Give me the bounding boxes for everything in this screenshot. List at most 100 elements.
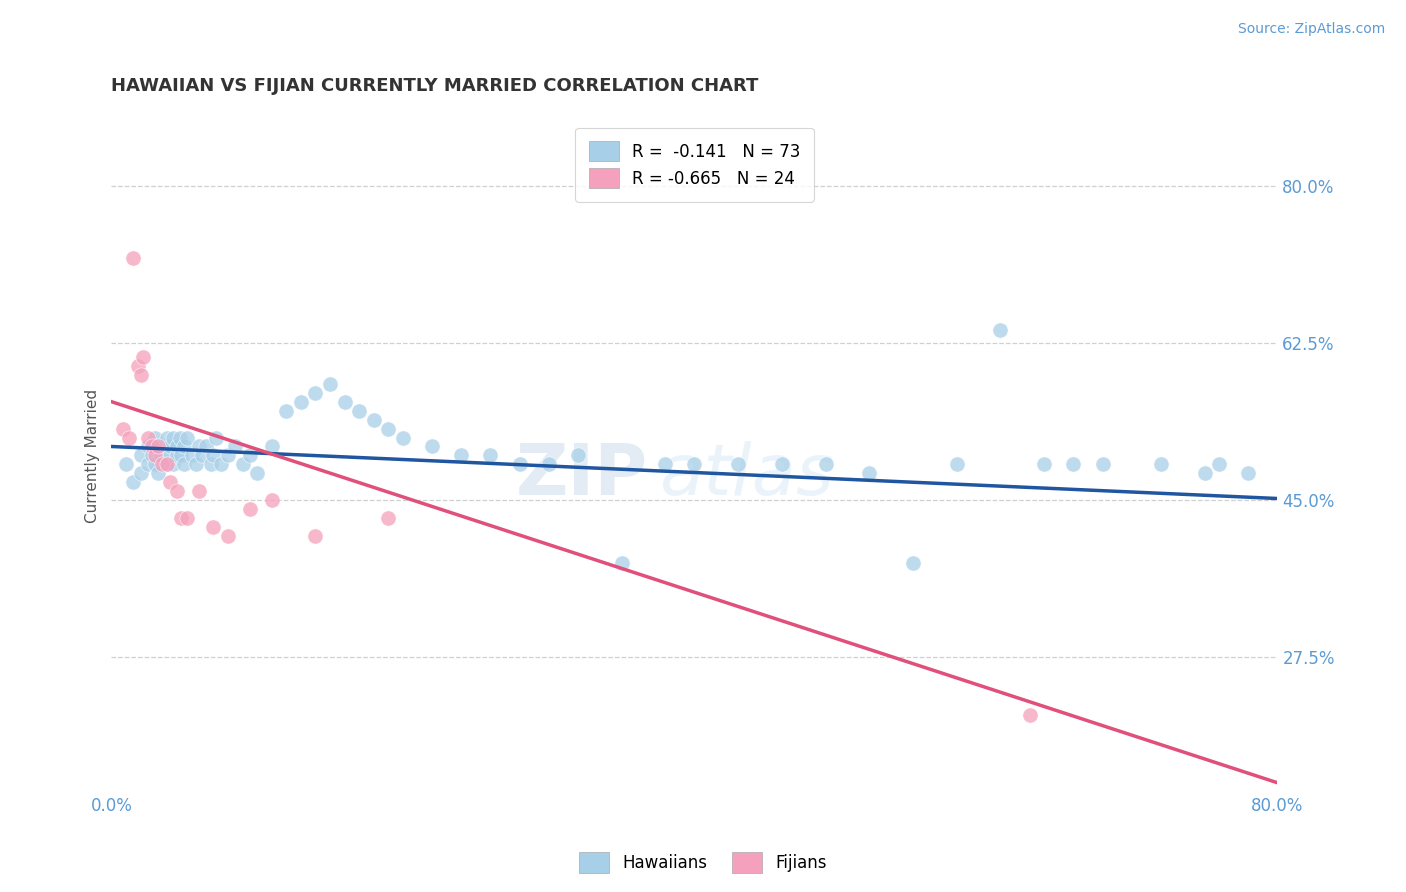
Point xyxy=(122,475,145,490)
Point xyxy=(654,458,676,472)
Point xyxy=(990,323,1012,337)
Point xyxy=(156,458,179,472)
Point xyxy=(136,440,159,454)
Point xyxy=(170,511,193,525)
Point xyxy=(683,458,706,472)
Point xyxy=(537,458,560,472)
Point xyxy=(392,430,415,444)
Point xyxy=(1150,458,1173,472)
Point xyxy=(377,511,399,525)
Legend: R =  -0.141   N = 73, R = -0.665   N = 24: R = -0.141 N = 73, R = -0.665 N = 24 xyxy=(575,128,814,202)
Legend: Hawaiians, Fijians: Hawaiians, Fijians xyxy=(572,846,834,880)
Point xyxy=(217,529,239,543)
Point xyxy=(195,440,218,454)
Point xyxy=(166,484,188,499)
Point xyxy=(304,385,326,400)
Y-axis label: Currently Married: Currently Married xyxy=(86,388,100,523)
Point xyxy=(169,430,191,444)
Point xyxy=(173,458,195,472)
Point xyxy=(1237,467,1260,481)
Point xyxy=(239,502,262,516)
Point xyxy=(129,449,152,463)
Point xyxy=(184,458,207,472)
Point xyxy=(143,458,166,472)
Point xyxy=(129,467,152,481)
Point xyxy=(205,430,228,444)
Point xyxy=(180,449,202,463)
Point xyxy=(141,449,163,463)
Point xyxy=(176,511,198,525)
Point xyxy=(170,449,193,463)
Point xyxy=(166,449,188,463)
Point xyxy=(333,394,356,409)
Point xyxy=(901,556,924,570)
Point xyxy=(1062,458,1084,472)
Point xyxy=(304,529,326,543)
Point xyxy=(166,440,188,454)
Point xyxy=(479,449,502,463)
Point xyxy=(132,350,155,364)
Point xyxy=(146,440,169,454)
Point xyxy=(136,430,159,444)
Point xyxy=(159,440,181,454)
Point xyxy=(1018,708,1040,723)
Point xyxy=(209,458,232,472)
Point xyxy=(319,376,342,391)
Point xyxy=(156,430,179,444)
Point xyxy=(260,493,283,508)
Point xyxy=(217,449,239,463)
Point xyxy=(508,458,530,472)
Point xyxy=(118,430,141,444)
Point xyxy=(122,251,145,265)
Point xyxy=(770,458,793,472)
Point xyxy=(136,458,159,472)
Point xyxy=(159,475,181,490)
Point xyxy=(162,430,184,444)
Text: atlas: atlas xyxy=(659,442,834,510)
Point xyxy=(143,449,166,463)
Point xyxy=(127,359,149,373)
Point xyxy=(153,440,176,454)
Point xyxy=(112,421,135,435)
Point xyxy=(260,440,283,454)
Point xyxy=(945,458,967,472)
Point xyxy=(162,458,184,472)
Point xyxy=(450,449,472,463)
Text: ZIP: ZIP xyxy=(516,442,648,510)
Point xyxy=(814,458,837,472)
Point xyxy=(1033,458,1056,472)
Point xyxy=(1091,458,1114,472)
Point xyxy=(610,556,633,570)
Point xyxy=(1194,467,1216,481)
Point xyxy=(727,458,749,472)
Point xyxy=(143,440,166,454)
Point xyxy=(141,440,163,454)
Point xyxy=(200,458,222,472)
Point xyxy=(191,449,214,463)
Point xyxy=(143,430,166,444)
Point xyxy=(232,458,254,472)
Point xyxy=(420,440,443,454)
Point xyxy=(858,467,880,481)
Point xyxy=(187,440,209,454)
Point xyxy=(146,467,169,481)
Text: Source: ZipAtlas.com: Source: ZipAtlas.com xyxy=(1237,22,1385,37)
Point xyxy=(290,394,312,409)
Point xyxy=(1208,458,1230,472)
Point xyxy=(239,449,262,463)
Point xyxy=(224,440,246,454)
Point xyxy=(176,430,198,444)
Point xyxy=(246,467,269,481)
Point xyxy=(377,421,399,435)
Point xyxy=(159,449,181,463)
Point xyxy=(152,458,174,472)
Point xyxy=(173,440,195,454)
Point xyxy=(363,412,385,426)
Point xyxy=(156,458,179,472)
Point xyxy=(149,449,172,463)
Point xyxy=(129,368,152,382)
Point xyxy=(347,403,370,417)
Point xyxy=(202,520,225,534)
Point xyxy=(276,403,298,417)
Point xyxy=(567,449,589,463)
